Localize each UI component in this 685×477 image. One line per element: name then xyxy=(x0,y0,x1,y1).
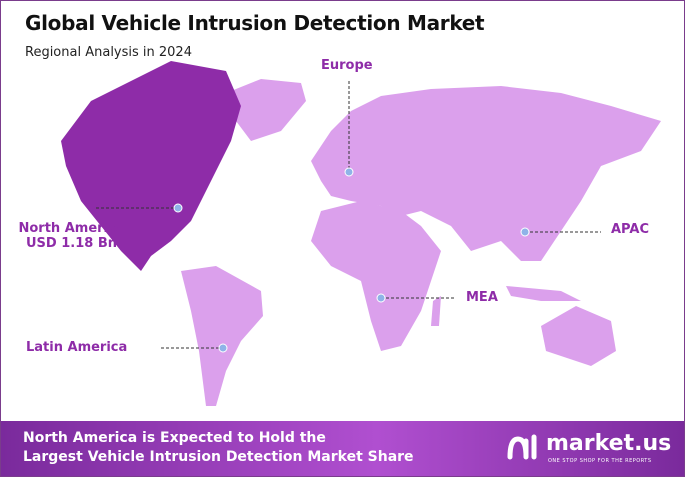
madagascar xyxy=(431,296,441,326)
mea-label: MEA xyxy=(466,290,498,305)
footer-banner: North America is Expected to Hold the La… xyxy=(1,421,684,476)
europe-marker[interactable] xyxy=(344,167,354,177)
page-subtitle: Regional Analysis in 2024 xyxy=(25,45,192,60)
land-other xyxy=(181,79,661,406)
eurasia xyxy=(311,86,661,261)
australia xyxy=(541,306,616,366)
south-america xyxy=(181,266,263,406)
north-america-name: North America xyxy=(18,221,125,236)
banner-line-2: Largest Vehicle Intrusion Detection Mark… xyxy=(23,449,414,465)
logo-tagline: ONE STOP SHOP FOR THE REPORTS xyxy=(548,458,652,464)
apac-marker[interactable] xyxy=(520,227,530,237)
north-america-value: USD 1.18 Bn xyxy=(26,236,117,251)
banner-line-1: North America is Expected to Hold the xyxy=(23,430,326,446)
banner-text: North America is Expected to Hold the La… xyxy=(23,429,414,467)
greenland xyxy=(226,79,306,141)
latin-america-marker[interactable] xyxy=(218,343,228,353)
apac-label: APAC xyxy=(611,222,649,237)
latin-america-label: Latin America xyxy=(26,340,128,355)
europe-label: Europe xyxy=(321,58,373,73)
north-america xyxy=(61,61,241,271)
logo-icon xyxy=(507,434,537,460)
world-map xyxy=(61,61,661,406)
north-america-marker[interactable] xyxy=(173,203,183,213)
indonesia xyxy=(506,286,581,301)
africa xyxy=(311,201,441,351)
market-us-logo: market.us ONE STOP SHOP FOR THE REPORTS xyxy=(506,431,671,469)
north-america-label: North America USD 1.18 Bn xyxy=(9,221,134,251)
mea-marker[interactable] xyxy=(376,293,386,303)
logo-name: market.us xyxy=(546,431,672,456)
page-title: Global Vehicle Intrusion Detection Marke… xyxy=(25,11,485,35)
